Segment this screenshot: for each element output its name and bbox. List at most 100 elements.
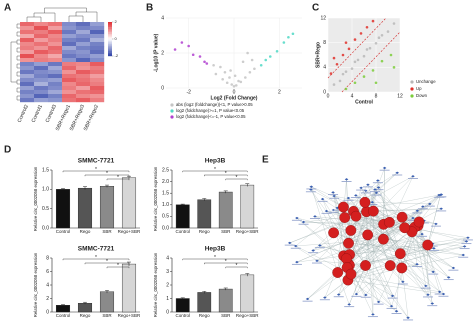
- node-label-mark: [387, 297, 398, 299]
- heat-cell: [76, 94, 91, 99]
- heat-cell: [62, 78, 77, 83]
- significance-label: *: [95, 167, 97, 173]
- node-label-mark: [351, 295, 362, 297]
- heat-cell: [90, 70, 105, 75]
- network-edge: [303, 221, 384, 225]
- network-hub: [359, 196, 371, 208]
- heat-cell: [48, 82, 63, 87]
- colorbar-step: [108, 30, 112, 33]
- point: [187, 44, 190, 48]
- node-label-mark: [291, 219, 302, 221]
- heat-cell: [90, 54, 105, 59]
- network-node: [376, 179, 380, 182]
- network-node: [461, 253, 466, 257]
- y-tick-label: 0: [323, 89, 326, 95]
- point: [332, 56, 336, 60]
- significance-label: *: [214, 255, 216, 261]
- network-hub: [396, 211, 408, 223]
- heat-cell: [48, 34, 63, 39]
- network-edge: [347, 241, 467, 281]
- significance-label: *: [225, 171, 227, 177]
- significance-label: *: [117, 263, 119, 269]
- node-label-mark: [397, 283, 408, 285]
- heat-cell: [34, 50, 49, 55]
- colorbar-step: [108, 37, 112, 40]
- node-label-mark: [367, 316, 378, 318]
- heat-cell: [90, 82, 105, 87]
- y-tick-label: 0: [46, 309, 49, 315]
- node-label-mark: [362, 186, 373, 188]
- network-edge: [337, 194, 440, 273]
- network-node: [406, 316, 410, 319]
- heat-cell: [90, 26, 105, 31]
- point: [248, 70, 252, 74]
- x-tick-label: Rego+SBR: [236, 313, 259, 318]
- x-tick-label: Control: [175, 313, 190, 318]
- chart-title: Hep3B: [205, 158, 226, 165]
- colorbar-step: [108, 45, 112, 48]
- node-label-mark: [341, 181, 352, 182]
- heat-cell: [34, 90, 49, 95]
- heat-cell: [20, 82, 35, 87]
- point: [287, 35, 290, 39]
- network-hub: [367, 205, 379, 217]
- x-tick-label: Rego+SBR: [236, 229, 259, 234]
- network-node: [295, 216, 299, 220]
- y-tick-label: 2.5: [162, 167, 169, 173]
- heat-cell: [34, 26, 49, 31]
- heat-cell: [34, 86, 49, 91]
- point: [212, 63, 215, 67]
- chart-title: SMMC-7721: [78, 246, 115, 253]
- point: [253, 67, 256, 71]
- heat-cell: [20, 74, 35, 79]
- node-label-mark: [420, 287, 431, 289]
- heat-cell: [90, 46, 105, 51]
- network-node: [390, 294, 395, 298]
- point: [275, 49, 279, 53]
- network-edge: [319, 245, 348, 268]
- heat-cell: [20, 98, 35, 103]
- x-tick-label: Rego+SBR: [118, 313, 141, 318]
- node-label-mark: [412, 212, 423, 214]
- network-edge: [296, 255, 344, 263]
- network-edge: [383, 176, 414, 240]
- heat-cell: [48, 66, 63, 71]
- y-axis-label: -Log10 (P value): [153, 33, 159, 72]
- point: [392, 66, 396, 69]
- heat-cell: [34, 62, 49, 67]
- point: [225, 81, 229, 85]
- heat-cell: [62, 70, 77, 75]
- network-node: [287, 241, 292, 245]
- network-node: [346, 196, 351, 200]
- heat-cell: [20, 62, 35, 67]
- network-edge: [349, 203, 430, 255]
- heat-cell: [20, 34, 35, 39]
- y-tick-label: 0.0: [42, 225, 49, 231]
- heat-cell: [62, 66, 77, 71]
- node-label-mark: [290, 247, 301, 249]
- network-edge: [337, 207, 349, 244]
- heat-cell: [90, 58, 105, 63]
- network-edge: [383, 224, 402, 269]
- heat-cell: [76, 66, 91, 71]
- heat-cell: [76, 22, 91, 27]
- point: [374, 81, 378, 85]
- heat-cell: [34, 82, 49, 87]
- x-tick-label: Rego: [80, 229, 91, 234]
- heat-cell: [20, 42, 35, 47]
- network-edge: [295, 239, 384, 247]
- significance-bracket: [204, 262, 248, 265]
- legend-swatch: [410, 94, 414, 98]
- colorbar-step: [108, 23, 112, 26]
- node-label-mark: [344, 306, 355, 308]
- network-node: [430, 302, 435, 305]
- point: [389, 53, 393, 57]
- network-edge: [310, 189, 334, 233]
- network-edge: [348, 243, 409, 318]
- node-label-mark: [403, 319, 414, 321]
- heat-cell: [76, 86, 91, 91]
- x-tick-label: Control: [56, 229, 71, 234]
- point: [359, 32, 363, 35]
- network-node: [332, 194, 336, 198]
- network: [284, 166, 473, 321]
